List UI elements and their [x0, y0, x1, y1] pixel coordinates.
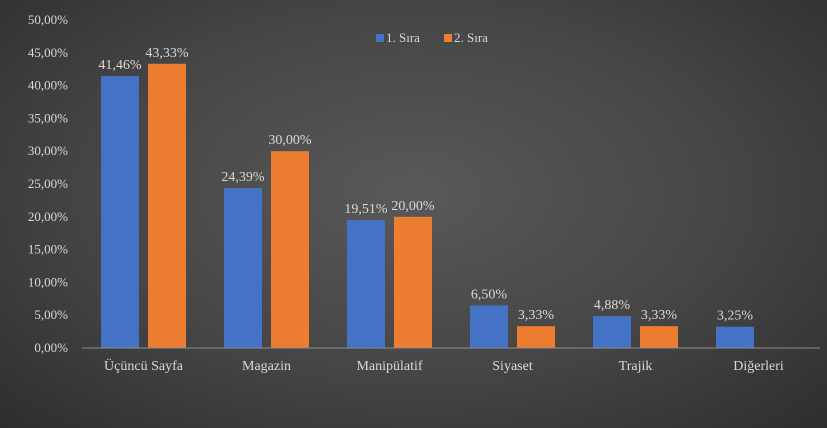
bar-1-3 — [347, 220, 385, 348]
x-category-label: Diğerleri — [733, 359, 784, 374]
y-tick-label: 15,00% — [28, 242, 68, 257]
y-tick-label: 20,00% — [28, 209, 68, 224]
bar-1-6 — [716, 326, 754, 348]
x-category-label: Manipülatif — [356, 359, 422, 374]
data-label: 3,25% — [717, 309, 754, 324]
legend-swatch — [444, 34, 452, 42]
x-category-label: Siyaset — [492, 359, 533, 374]
data-label: 41,46% — [98, 58, 142, 73]
y-tick-label: 5,00% — [34, 307, 68, 322]
bars-group — [101, 63, 754, 349]
x-category-label: Trajik — [619, 359, 653, 374]
bar-2-3 — [394, 216, 432, 348]
legend-label: 2. Sıra — [454, 30, 488, 45]
y-tick-label: 50,00% — [28, 12, 68, 27]
y-tick-label: 30,00% — [28, 143, 68, 158]
bar-2-4 — [517, 326, 555, 348]
y-tick-label: 0,00% — [34, 340, 68, 355]
data-label: 4,88% — [594, 298, 631, 313]
data-label: 20,00% — [391, 199, 435, 214]
y-tick-label: 40,00% — [28, 78, 68, 93]
data-label: 43,33% — [145, 46, 189, 61]
data-label: 24,39% — [221, 170, 265, 185]
y-tick-label: 25,00% — [28, 176, 68, 191]
bar-2-1 — [148, 63, 186, 349]
bar-2-5 — [640, 326, 678, 348]
y-axis: 0,00% 5,00% 10,00% 15,00% 20,00% 25,00% 30,00%… — [28, 12, 68, 355]
data-label: 3,33% — [641, 308, 678, 323]
x-axis: Üçüncü Sayfa Magazin Manipülatif Siyaset Tra… — [82, 347, 820, 374]
bar-1-2 — [224, 188, 262, 348]
legend: 1. Sıra 2. Sıra — [376, 30, 488, 45]
legend-label: 1. Sıra — [386, 30, 420, 45]
bar-1-1 — [101, 76, 139, 348]
data-label: 30,00% — [268, 133, 312, 148]
x-category-label: Magazin — [242, 359, 291, 374]
bar-1-5 — [593, 315, 631, 348]
data-label: 6,50% — [471, 287, 508, 302]
data-labels-group: 41,46%43,33% 24,39% 30,00% 19,51% 20,00% 6,50… — [98, 46, 753, 324]
data-label: 3,33% — [518, 308, 555, 323]
bar-1-4 — [470, 305, 508, 348]
y-tick-label: 10,00% — [28, 274, 68, 289]
y-tick-label: 35,00% — [28, 110, 68, 125]
y-tick-label: 45,00% — [28, 45, 68, 60]
bar-2-2 — [271, 151, 309, 348]
legend-swatch — [376, 34, 384, 42]
data-label: 19,51% — [344, 202, 388, 217]
x-category-label: Üçüncü Sayfa — [104, 357, 184, 374]
